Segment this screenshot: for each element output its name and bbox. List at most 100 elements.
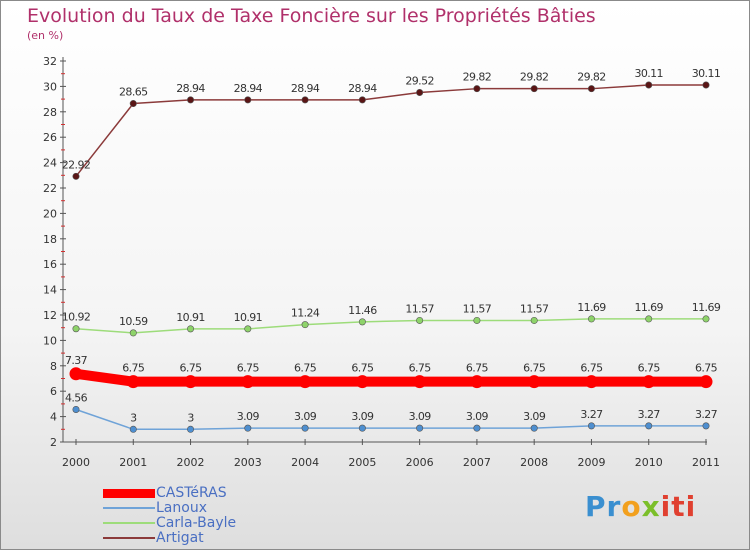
data-point-artigat	[72, 172, 80, 180]
data-point-lanoux	[530, 424, 538, 432]
data-label-carla-bayle: 11.57	[463, 302, 492, 315]
data-point-cast-ras	[413, 375, 427, 389]
y-tick-label: 16	[43, 258, 57, 271]
data-label-cast-ras: 6.75	[638, 362, 661, 375]
data-label-carla-bayle: 10.91	[176, 311, 205, 324]
legend-label: CASTéRAS	[156, 485, 227, 501]
data-point-carla-bayle	[244, 325, 252, 333]
x-tick-label: 2002	[177, 456, 205, 469]
legend-swatch-casteras	[103, 489, 155, 498]
data-point-carla-bayle	[702, 315, 710, 323]
data-label-carla-bayle: 10.92	[62, 311, 91, 324]
data-label-cast-ras: 6.75	[294, 362, 317, 375]
data-label-cast-ras: 6.75	[179, 362, 202, 375]
data-label-lanoux: 3.09	[351, 410, 374, 423]
x-tick-label: 2007	[463, 456, 491, 469]
data-label-artigat: 28.94	[176, 82, 205, 95]
data-label-lanoux: 3.27	[638, 408, 661, 421]
data-point-carla-bayle	[358, 318, 366, 326]
x-tick-label: 2001	[119, 456, 147, 469]
proxiti-logo: Proxiti	[585, 490, 697, 523]
legend-label: Artigat	[156, 530, 204, 546]
chart-subtitle: (en %)	[27, 29, 64, 42]
data-label-artigat: 22.92	[62, 158, 91, 171]
chart-title: Evolution du Taux de Taxe Foncière sur l…	[27, 5, 596, 27]
data-label-cast-ras: 6.75	[695, 362, 718, 375]
y-tick-label: 10	[43, 334, 57, 347]
data-label-carla-bayle: 10.91	[234, 311, 263, 324]
data-point-carla-bayle	[473, 316, 481, 324]
data-point-cast-ras	[184, 375, 198, 389]
series-line-artigat	[75, 84, 706, 177]
legend-swatch-artigat	[103, 537, 155, 539]
y-tick-label: 18	[43, 233, 57, 246]
y-tick-label: 28	[43, 106, 57, 119]
data-point-lanoux	[72, 405, 80, 413]
data-point-artigat	[587, 85, 595, 93]
data-label-lanoux: 3.09	[523, 410, 546, 423]
data-point-cast-ras	[642, 375, 656, 389]
y-tick-label: 20	[43, 207, 57, 220]
data-point-lanoux	[587, 422, 595, 430]
data-label-carla-bayle: 11.24	[291, 307, 320, 320]
x-tick-label: 2010	[635, 456, 663, 469]
data-label-cast-ras: 7.37	[65, 354, 88, 367]
x-tick-label: 2009	[577, 456, 605, 469]
data-point-artigat	[530, 85, 538, 93]
data-point-lanoux	[301, 424, 309, 432]
data-point-cast-ras	[355, 375, 369, 389]
series-line-carla-bayle	[75, 318, 706, 334]
data-point-lanoux	[358, 424, 366, 432]
data-point-lanoux	[645, 422, 653, 430]
data-label-lanoux: 3.09	[294, 410, 317, 423]
y-tick-label: 22	[43, 182, 57, 195]
data-labels-layer: 22.92 28.65 28.94 28.94 28.94 28.94 29.52 29.82…	[62, 67, 722, 424]
data-point-lanoux	[187, 425, 195, 433]
data-point-artigat	[129, 100, 137, 108]
data-point-carla-bayle	[587, 315, 595, 323]
data-point-artigat	[301, 96, 309, 104]
data-label-cast-ras: 6.75	[237, 362, 260, 375]
y-tick-label: 26	[43, 131, 57, 144]
data-point-cast-ras	[699, 375, 713, 389]
data-label-carla-bayle: 10.59	[119, 315, 148, 328]
y-tick-label: 30	[43, 80, 57, 93]
data-point-cast-ras	[470, 375, 484, 389]
axes	[62, 57, 707, 443]
series-layer	[69, 81, 713, 433]
data-point-cast-ras	[126, 375, 140, 389]
data-label-lanoux: 3	[187, 411, 194, 424]
data-point-lanoux	[129, 425, 137, 433]
data-label-lanoux: 3.27	[695, 408, 718, 421]
data-label-carla-bayle: 11.57	[405, 302, 434, 315]
y-tick-label: 4	[50, 411, 57, 424]
data-label-artigat: 29.82	[463, 71, 492, 84]
data-label-lanoux: 3.09	[409, 410, 432, 423]
data-label-carla-bayle: 11.69	[634, 301, 663, 314]
data-point-cast-ras	[69, 367, 83, 381]
data-point-lanoux	[702, 422, 710, 430]
data-point-artigat	[416, 88, 424, 96]
y-tick-label: 8	[50, 360, 57, 373]
data-point-artigat	[358, 96, 366, 104]
series-line-cast-ras	[75, 368, 706, 387]
y-tick-label: 2	[50, 436, 57, 449]
data-point-cast-ras	[241, 375, 255, 389]
legend-swatch-lanoux	[103, 507, 155, 509]
data-point-carla-bayle	[645, 315, 653, 323]
data-label-artigat: 30.11	[692, 67, 721, 80]
data-label-artigat: 28.94	[348, 82, 377, 95]
x-tick-label: 2005	[348, 456, 376, 469]
y-tick-label: 14	[43, 284, 57, 297]
data-label-carla-bayle: 11.69	[692, 301, 721, 314]
y-tick-label: 24	[43, 157, 57, 170]
data-point-lanoux	[473, 424, 481, 432]
data-label-lanoux: 3.09	[237, 410, 260, 423]
data-label-carla-bayle: 11.69	[577, 301, 606, 314]
data-point-cast-ras	[584, 375, 598, 389]
y-tick-label: 6	[50, 385, 57, 398]
data-point-lanoux	[244, 424, 252, 432]
data-point-carla-bayle	[416, 316, 424, 324]
data-label-cast-ras: 6.75	[580, 362, 603, 375]
data-label-lanoux: 3.27	[580, 408, 603, 421]
